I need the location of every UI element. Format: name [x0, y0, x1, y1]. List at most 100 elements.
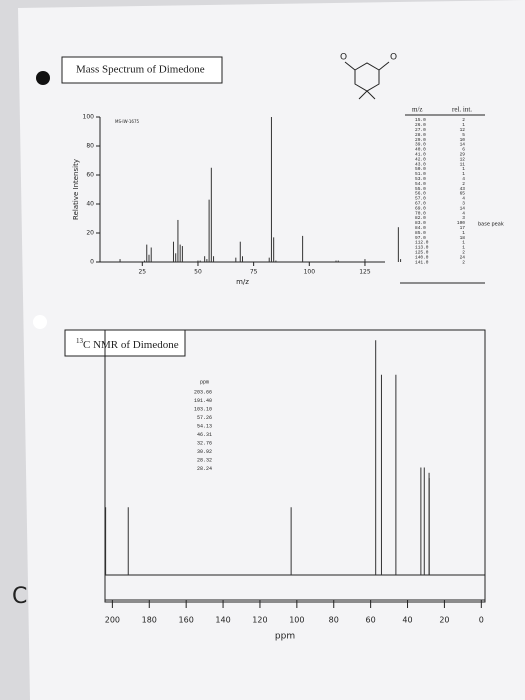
table-cell: 4	[462, 176, 465, 182]
table-cell: 69.0	[415, 205, 426, 211]
title-box	[61, 56, 223, 84]
table-cell: 83.0	[415, 220, 426, 226]
table-cell: 85.0	[415, 230, 426, 236]
ppm-value: 28.24	[197, 466, 212, 472]
ppm-value: 203.66	[194, 389, 212, 395]
ppm-value: 191.40	[194, 398, 212, 404]
ppm-header: ppm	[200, 379, 209, 385]
table-cell: 51.0	[415, 171, 426, 177]
x-tick-label: 160	[179, 616, 194, 625]
table-cell: 57.0	[415, 196, 426, 202]
table-cell: 3	[462, 215, 465, 221]
x-tick-label: 0	[479, 616, 484, 625]
table-cell: 29.0	[415, 137, 426, 143]
table-cell: 100	[457, 220, 465, 226]
table-cell: 56.0	[415, 191, 426, 197]
y-tick-label: 20	[86, 230, 94, 237]
table-cell: 113.0	[415, 245, 429, 251]
table-cell: 54.0	[415, 181, 426, 187]
x-tick-label: 50	[194, 269, 202, 276]
sup: 13	[76, 337, 84, 345]
table-cell: 15.0	[415, 117, 426, 123]
table-cell: 28.0	[415, 132, 426, 138]
table-cell: 140.0	[415, 254, 429, 260]
table-cell: 125.0	[415, 249, 429, 255]
y-tick-label: 0	[90, 259, 94, 266]
table-cell: 43.0	[415, 161, 426, 167]
x-tick-label: 60	[366, 616, 376, 625]
table-cell: 2	[462, 249, 465, 255]
table-cell: 12	[460, 127, 466, 133]
table-cell: 67.0	[415, 200, 426, 206]
x-tick-label: 75	[250, 269, 258, 276]
table-cell: 3	[462, 200, 465, 206]
table-cell: 6	[462, 147, 465, 153]
table-cell: 82.0	[415, 215, 426, 221]
table-cell: 2	[462, 259, 465, 265]
x-tick-label: 25	[138, 269, 146, 276]
table-cell: 4	[462, 210, 465, 216]
table-cell: 5	[462, 132, 465, 138]
table-cell: 42.0	[415, 156, 426, 162]
table-cell: 1	[462, 166, 465, 172]
molecule	[344, 61, 390, 100]
x-tick-label: 140	[215, 616, 230, 625]
table-cell: 12	[460, 156, 466, 162]
table-cell: 1	[462, 122, 465, 128]
atom-label: O	[340, 53, 347, 63]
annotation: base peak	[478, 222, 504, 228]
table-cell: 39.0	[415, 142, 426, 148]
x-tick-label: 180	[142, 616, 157, 625]
nmr-frame	[104, 329, 486, 603]
x-tick-label: 40	[402, 616, 412, 625]
table-cell: 1	[462, 230, 465, 236]
table-cell: 27.0	[415, 127, 426, 133]
table-cell: 112.0	[415, 240, 429, 246]
ppm-value: 46.31	[197, 432, 212, 438]
table-cell: 65	[460, 191, 466, 197]
table-cell: 10	[460, 137, 466, 143]
punch-hole	[33, 315, 47, 329]
x-axis-label: m/z	[236, 278, 249, 286]
y-tick-label: 80	[86, 143, 94, 150]
table-cell: 4	[462, 196, 465, 202]
ppm-value: 32.76	[197, 440, 212, 446]
table-cell: 14	[460, 142, 466, 148]
ms-title: Mass Spectrum of Dimedone	[76, 64, 205, 76]
x-axis-label: ppm	[275, 632, 295, 642]
ppm-value: 57.26	[197, 415, 212, 421]
table-cell: 84.0	[415, 225, 426, 231]
ppm-value: 54.13	[197, 423, 212, 429]
y-axis-label: Relative Intensity	[72, 159, 80, 220]
x-tick-label: 20	[439, 616, 449, 625]
table-cell: 50.0	[415, 166, 426, 172]
table-cell: 2	[462, 181, 465, 187]
margin-mark: C	[12, 584, 27, 609]
table-cell: 40.0	[415, 147, 426, 153]
x-tick-label: 200	[105, 616, 120, 625]
x-tick-label: 125	[359, 269, 371, 276]
y-tick-label: 40	[86, 201, 94, 208]
table-cell: 53.0	[415, 176, 426, 182]
x-tick-label: 80	[329, 616, 339, 625]
y-tick-label: 100	[83, 114, 95, 121]
ppm-value: 30.92	[197, 449, 212, 455]
table-cell: 1	[462, 245, 465, 251]
ms-id: MS-IW-1675	[115, 119, 139, 124]
table-cell: 43	[460, 186, 466, 192]
table-cell: 141.0	[415, 259, 429, 265]
paper	[18, 0, 525, 700]
table-cell: 70.0	[415, 210, 426, 216]
table-cell: 14	[460, 205, 466, 211]
table-cell: 97.0	[415, 235, 426, 241]
title-text: C NMR of Dimedone	[83, 339, 179, 351]
table-cell: 29	[460, 151, 466, 157]
title-box	[64, 329, 186, 357]
table-cell: 26.0	[415, 122, 426, 128]
table-cell: 17	[460, 225, 466, 231]
table-cell: 11	[460, 161, 466, 167]
x-tick-label: 100	[304, 269, 316, 276]
table-cell: 2	[462, 117, 465, 123]
table-cell: 1	[462, 171, 465, 177]
